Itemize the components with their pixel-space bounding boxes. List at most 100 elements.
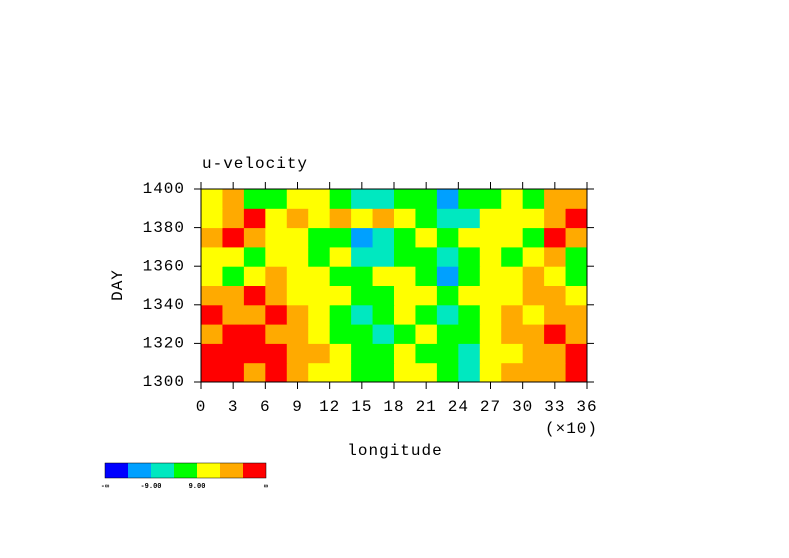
cell	[415, 208, 438, 229]
cell	[544, 266, 567, 286]
cell	[329, 189, 352, 209]
cell	[351, 227, 374, 248]
cell	[565, 343, 588, 364]
cell	[522, 189, 545, 209]
cell	[565, 285, 588, 306]
cell	[372, 227, 395, 248]
colorbar-swatch	[105, 463, 128, 478]
colorbar-swatch	[243, 463, 266, 478]
colorbar-swatch	[197, 463, 220, 478]
cell	[286, 246, 309, 267]
cell	[243, 324, 266, 344]
cell	[436, 362, 459, 383]
cell	[286, 324, 309, 344]
cell	[544, 227, 567, 248]
cell	[243, 227, 266, 248]
cell	[501, 362, 524, 383]
cell	[329, 266, 352, 286]
cell	[436, 208, 459, 229]
cell	[308, 285, 331, 306]
cell	[501, 246, 524, 267]
colorbar-swatch	[128, 463, 151, 478]
cell	[308, 362, 331, 383]
colorbar-label: -∞	[101, 483, 109, 491]
cell	[351, 189, 374, 209]
cell	[394, 285, 416, 306]
cell	[222, 246, 245, 267]
cell	[394, 324, 416, 344]
cell	[351, 285, 374, 306]
cell	[565, 189, 588, 209]
cell	[501, 189, 524, 209]
cell	[544, 343, 567, 364]
cell	[544, 246, 567, 267]
x-tick-label: 6	[260, 398, 271, 416]
cell	[436, 189, 459, 209]
cell	[286, 304, 309, 325]
cell	[243, 285, 266, 306]
y-tick-label: 1400	[143, 180, 185, 198]
cell	[201, 362, 223, 383]
cell	[351, 324, 374, 344]
cell	[544, 285, 567, 306]
colorbar-swatch	[220, 463, 243, 478]
cell	[329, 324, 352, 344]
cell	[458, 343, 481, 364]
cell	[265, 246, 288, 267]
cell	[394, 208, 416, 229]
y-tick-label: 1300	[143, 373, 185, 391]
cell	[479, 343, 502, 364]
cell	[308, 266, 331, 286]
y-axis-label: DAY	[109, 269, 127, 301]
cell	[243, 343, 266, 364]
cell	[308, 227, 331, 248]
cell	[501, 266, 524, 286]
colorbar-label: ∞	[264, 483, 268, 491]
cell	[436, 324, 459, 344]
cell	[222, 324, 245, 344]
cell	[394, 246, 416, 267]
cell	[501, 304, 524, 325]
cell	[394, 266, 416, 286]
cell	[522, 246, 545, 267]
cell	[329, 227, 352, 248]
cell	[372, 362, 395, 383]
cell	[415, 362, 438, 383]
cell	[501, 285, 524, 306]
cell	[308, 304, 331, 325]
x-tick-label: 0	[196, 398, 207, 416]
cell	[372, 304, 395, 325]
cell	[222, 208, 245, 229]
cell	[286, 227, 309, 248]
cell	[201, 343, 223, 364]
cell	[458, 285, 481, 306]
cell	[372, 246, 395, 267]
x-tick-label: 9	[292, 398, 303, 416]
cell	[372, 343, 395, 364]
cell	[522, 362, 545, 383]
cell	[458, 246, 481, 267]
cell	[544, 324, 567, 344]
cell	[522, 208, 545, 229]
cell	[201, 304, 223, 325]
x-tick-label: 27	[480, 398, 501, 416]
cell	[286, 285, 309, 306]
cell	[565, 266, 588, 286]
cell	[351, 362, 374, 383]
x-tick-label: 33	[544, 398, 565, 416]
cell	[201, 285, 223, 306]
cell	[458, 189, 481, 209]
cell	[544, 189, 567, 209]
cell	[415, 246, 438, 267]
cell	[265, 208, 288, 229]
cell	[286, 208, 309, 229]
cell	[243, 362, 266, 383]
x-scale-label: (×10)	[545, 420, 598, 438]
cell	[415, 189, 438, 209]
cell	[372, 285, 395, 306]
cell	[329, 304, 352, 325]
colorbar-frame	[104, 462, 267, 479]
cell	[265, 362, 288, 383]
cell	[222, 266, 245, 286]
cell	[329, 362, 352, 383]
